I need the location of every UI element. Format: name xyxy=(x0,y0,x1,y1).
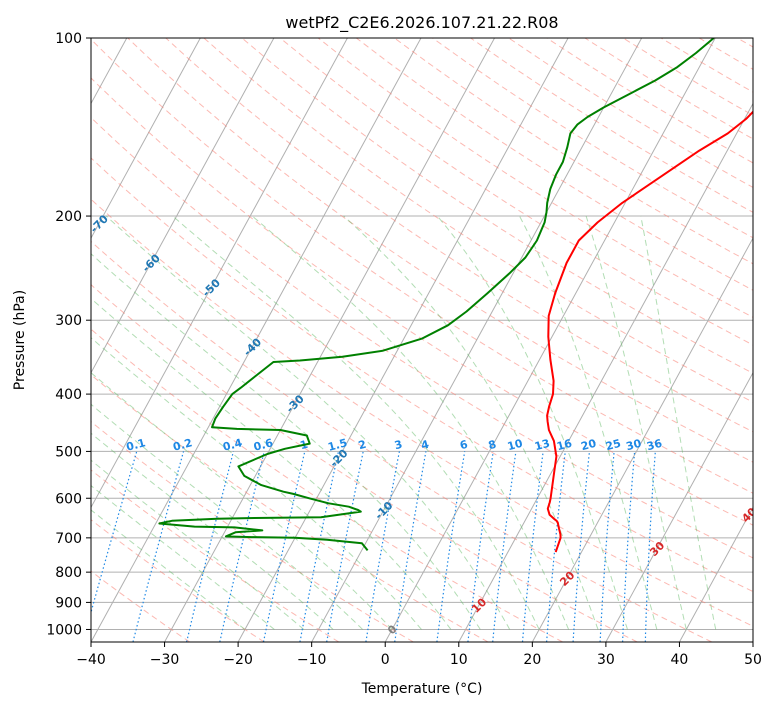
dry-adiabat-line xyxy=(91,77,753,526)
mixing-ratio-label: 3 xyxy=(393,438,404,453)
moist-adiabat-line xyxy=(91,297,452,630)
moist-adiabat-line xyxy=(91,509,246,630)
y-tick-label: 800 xyxy=(55,565,82,581)
isotherm-line xyxy=(384,38,716,642)
mixing-ratio-label: 0.1 xyxy=(125,436,147,454)
temperature-profile-line xyxy=(546,110,753,553)
isotherm-line xyxy=(91,38,201,240)
x-tick-label: 30 xyxy=(597,652,615,668)
dry-adiabat-line xyxy=(91,421,414,642)
mixing-ratio-line xyxy=(132,451,185,642)
x-axis-label: Temperature (°C) xyxy=(361,681,483,697)
moist-adiabat-line xyxy=(105,215,511,630)
dry-adiabat-line xyxy=(91,519,265,642)
isotherm-line xyxy=(605,371,753,642)
mixing-ratio-line xyxy=(546,451,566,642)
isotherm-line xyxy=(237,38,569,642)
dry-adiabat-line xyxy=(91,570,190,642)
mixing-ratio-label: 8 xyxy=(487,438,498,453)
moist-adiabat-line xyxy=(437,215,628,630)
moist-adiabat-line xyxy=(585,215,687,630)
x-tick-label: −40 xyxy=(76,652,106,668)
mixing-ratio-line xyxy=(186,451,234,642)
y-tick-label: 200 xyxy=(55,209,82,225)
y-tick-label: 400 xyxy=(55,387,82,403)
moist-adiabat-line xyxy=(91,253,481,630)
isotherm-line xyxy=(164,38,495,642)
moist-adiabat-line xyxy=(91,485,275,630)
mixing-ratio-label: 1.5 xyxy=(326,436,348,454)
y-tick-label: 1000 xyxy=(46,622,82,638)
mixing-ratio-label: 25 xyxy=(604,437,622,454)
isotherm-line xyxy=(91,38,422,642)
isotherm-line xyxy=(91,38,275,374)
mixing-ratio-label: 0.6 xyxy=(252,436,275,454)
moist-adiabat-line xyxy=(640,215,717,630)
x-tick-label: 0 xyxy=(381,652,390,668)
dry-adiabat-line xyxy=(91,198,753,627)
isotherm-line xyxy=(458,102,753,642)
dewpoint-profile-line xyxy=(158,38,715,552)
x-tick-label: 20 xyxy=(523,652,541,668)
dry-adiabat-line xyxy=(91,328,563,642)
moist-adiabat-line xyxy=(519,215,658,630)
moist-adiabat-line xyxy=(91,372,393,630)
x-tick-label: −10 xyxy=(297,652,327,668)
mixing-ratio-label: 2 xyxy=(357,438,368,453)
mixing-ratio-label: 0.4 xyxy=(221,436,244,454)
mixing-ratio-label: 0.2 xyxy=(172,436,194,454)
mixing-ratio-line xyxy=(436,451,466,642)
y-tick-label: 700 xyxy=(55,531,82,547)
isotherm-line xyxy=(531,237,753,642)
mixing-ratio-label: 6 xyxy=(458,438,469,453)
mixing-ratio-label: 13 xyxy=(533,437,551,454)
x-tick-label: −30 xyxy=(150,652,180,668)
y-tick-label: 500 xyxy=(55,444,82,460)
dry-adiabat-line xyxy=(91,116,753,559)
mixing-ratio-line xyxy=(492,451,517,642)
mixing-ratio-line xyxy=(394,451,427,642)
moist-adiabat-line xyxy=(91,403,363,630)
x-tick-label: −20 xyxy=(223,652,253,668)
mixing-ratio-line xyxy=(91,451,138,615)
y-tick-label: 600 xyxy=(55,491,82,507)
dry-adiabat-line xyxy=(241,38,753,374)
dry-adiabat-line xyxy=(165,38,753,433)
mixing-ratio-label: 30 xyxy=(625,437,643,454)
dry-adiabat-line xyxy=(91,469,340,642)
dry-adiabat-line xyxy=(91,374,489,642)
x-tick-label: 40 xyxy=(671,652,689,668)
x-tick-label: 50 xyxy=(744,652,762,668)
dry-adiabat-line xyxy=(355,38,753,291)
dry-adiabat-line xyxy=(91,240,713,642)
mixing-ratio-label: 20 xyxy=(579,437,597,454)
dry-adiabat-line xyxy=(203,38,753,403)
mixing-ratio-label: 36 xyxy=(645,437,663,454)
mixing-ratio-label: 10 xyxy=(506,437,524,454)
isotherm-line xyxy=(679,506,753,642)
isotherm-line xyxy=(311,38,643,642)
plot-frame xyxy=(90,37,754,643)
y-axis-label: Pressure (hPa) xyxy=(12,290,28,390)
mixing-ratio-line xyxy=(467,451,494,642)
moist-adiabat-line xyxy=(91,459,305,630)
y-tick-label: 900 xyxy=(55,595,82,611)
y-tick-label: 100 xyxy=(55,31,82,47)
isotherm-line xyxy=(91,38,348,509)
x-tick-label: 10 xyxy=(450,652,468,668)
moist-adiabat-line xyxy=(172,215,540,630)
mixing-ratio-label: 4 xyxy=(420,438,431,453)
chart-title: wetPf2_C2E6.2026.107.21.22.R08 xyxy=(285,13,558,33)
mixing-ratio-line xyxy=(521,451,544,642)
mixing-ratio-label: 16 xyxy=(555,437,573,454)
mixing-ratio-line xyxy=(219,451,265,642)
moist-adiabat-line xyxy=(343,215,599,630)
y-tick-label: 300 xyxy=(55,313,82,329)
